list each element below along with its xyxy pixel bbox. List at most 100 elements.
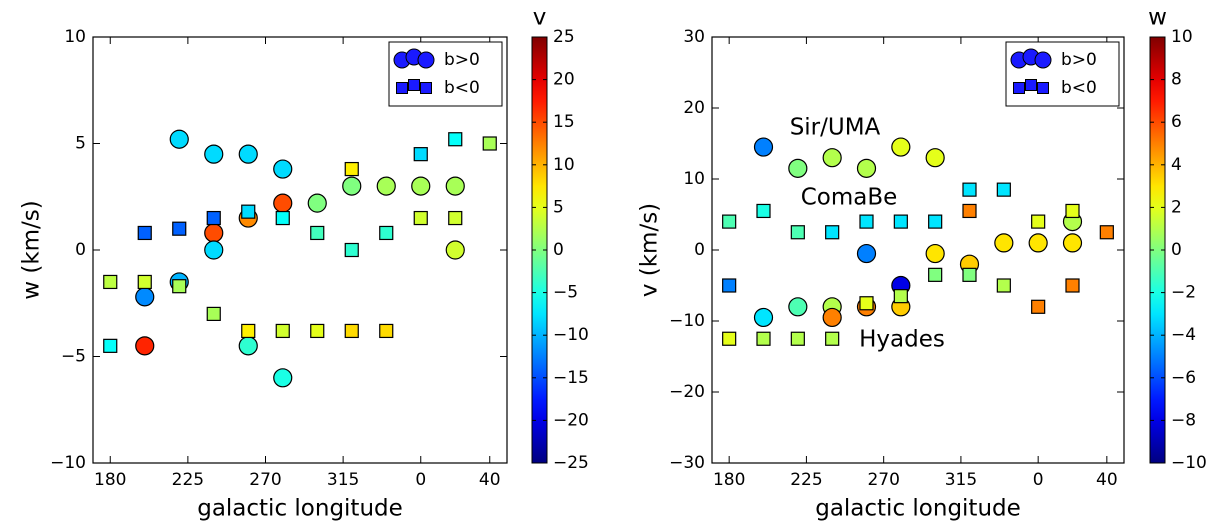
point <box>310 323 325 339</box>
point <box>379 225 394 241</box>
colorbar-tick-label: −8 <box>1171 410 1196 430</box>
point <box>238 144 258 164</box>
x-tick-label: 180 <box>94 470 126 490</box>
colorbar-tick-label: 0 <box>553 240 564 260</box>
y-tick-label: 20 <box>683 98 705 118</box>
point <box>379 323 394 339</box>
point <box>753 137 774 157</box>
colorbar-tick-label: −4 <box>1171 325 1196 345</box>
legend-marker <box>1025 79 1037 91</box>
point <box>137 274 152 290</box>
point <box>962 182 977 197</box>
point <box>241 204 256 219</box>
point <box>275 323 290 339</box>
x-axis-label: galactic longitude <box>815 496 1021 522</box>
x-tick-label: 0 <box>1033 470 1044 490</box>
y-tick-label: −5 <box>61 347 86 367</box>
point <box>893 214 908 229</box>
point <box>788 158 808 178</box>
point <box>928 267 943 282</box>
x-tick-label: 225 <box>172 470 204 490</box>
legend-label: b<0 <box>444 78 480 98</box>
point <box>1062 233 1083 253</box>
point <box>822 307 842 328</box>
point <box>753 307 774 328</box>
colorbar-tick-label: −10 <box>553 325 589 345</box>
point <box>790 331 805 346</box>
point <box>788 297 808 317</box>
point <box>307 193 327 213</box>
plot-area <box>93 37 507 463</box>
point <box>962 267 977 282</box>
point <box>342 176 362 196</box>
point <box>756 331 771 346</box>
legend-marker <box>396 82 408 94</box>
point <box>273 159 293 179</box>
point <box>273 368 293 388</box>
x-tick-label: 225 <box>790 470 822 490</box>
y-tick-label: 5 <box>75 134 86 154</box>
x-axis-label: galactic longitude <box>197 496 403 522</box>
point <box>756 203 771 219</box>
legend-marker <box>408 79 420 91</box>
legend-label: b>0 <box>444 50 480 70</box>
colorbar-tick-label: 2 <box>1171 197 1182 217</box>
point <box>1031 299 1046 314</box>
point <box>448 132 463 147</box>
point <box>103 338 118 353</box>
point <box>204 223 224 243</box>
legend-label: b<0 <box>1061 78 1097 98</box>
axes-frame <box>92 36 508 464</box>
colorbar-tick-label: 4 <box>1171 155 1182 175</box>
point <box>135 287 155 307</box>
colorbar-tick-label: −5 <box>553 283 578 303</box>
point <box>413 210 428 226</box>
point <box>856 243 877 264</box>
x-tick-label: 40 <box>479 470 501 490</box>
point <box>275 210 290 226</box>
point <box>273 193 293 213</box>
y-tick-label: 0 <box>694 240 705 260</box>
point <box>722 214 737 229</box>
point <box>1099 225 1114 240</box>
point <box>893 289 908 304</box>
axes-frame <box>711 36 1125 464</box>
point <box>206 210 221 226</box>
point <box>137 225 152 241</box>
point <box>103 274 118 290</box>
legend-marker <box>420 82 432 94</box>
point <box>856 158 877 178</box>
point <box>238 336 258 356</box>
point <box>413 147 428 162</box>
colorbar-tick-label: 8 <box>1171 70 1182 90</box>
legend-marker <box>1034 51 1052 69</box>
x-tick-label: 0 <box>415 470 426 490</box>
y-tick-label: 10 <box>683 169 705 189</box>
colorbar-tick-label: −20 <box>553 410 589 430</box>
point <box>172 279 187 294</box>
colorbar-tick-label: −25 <box>553 453 589 473</box>
point <box>135 336 155 356</box>
point <box>822 148 842 168</box>
point <box>859 296 874 311</box>
point <box>996 182 1011 197</box>
x-tick-label: 270 <box>249 470 281 490</box>
point <box>994 233 1014 253</box>
colorbar-tick-label: 0 <box>1171 240 1182 260</box>
y-tick-label: 0 <box>75 240 86 260</box>
point <box>1028 233 1048 253</box>
annotation: Sir/UMA <box>790 115 881 141</box>
point <box>891 137 911 157</box>
point <box>1031 214 1046 229</box>
legend-label: b>0 <box>1061 50 1097 70</box>
point <box>1065 203 1080 219</box>
point <box>204 144 224 164</box>
y-tick-label: −10 <box>50 453 86 473</box>
point <box>825 331 840 346</box>
point <box>376 176 396 196</box>
colorbar-tick-label: 15 <box>553 112 575 132</box>
point <box>722 278 737 293</box>
point <box>310 225 325 241</box>
point <box>241 323 256 339</box>
point <box>1065 278 1080 293</box>
